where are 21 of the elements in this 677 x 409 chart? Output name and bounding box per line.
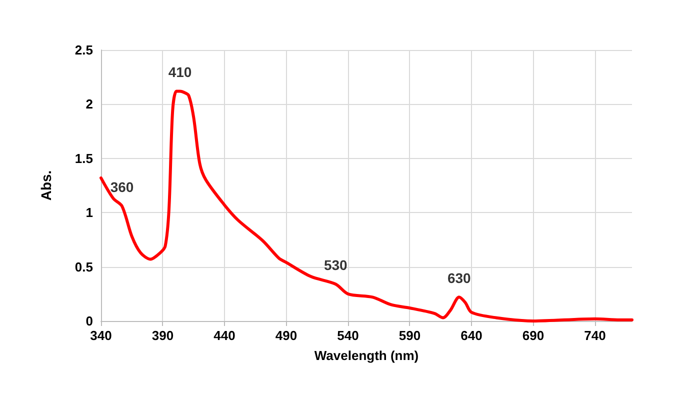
annotation: 530 <box>324 257 348 274</box>
y-tick-label: 2 <box>86 96 93 112</box>
annotation: 360 <box>110 179 134 196</box>
x-tick-label: 740 <box>584 328 606 343</box>
annotation: 630 <box>447 270 472 286</box>
x-tick-label: 390 <box>152 328 174 343</box>
y-tick-label: 2.5 <box>74 42 93 58</box>
x-tick-label: 340 <box>90 328 112 343</box>
y-tick-label: 0 <box>86 314 93 328</box>
x-axis-title: Wavelength (nm) <box>314 348 419 363</box>
x-tick-label: 690 <box>522 328 544 343</box>
annotation: 410 <box>168 64 192 80</box>
x-tick-label: 540 <box>337 328 359 343</box>
x-tick-label: 590 <box>398 328 421 343</box>
x-tick-label: 490 <box>275 328 298 343</box>
y-tick-label: 0.5 <box>74 259 93 274</box>
y-axis-title: Abs. <box>38 170 54 201</box>
x-tick-label: 440 <box>214 328 236 343</box>
y-tick-label: 1.5 <box>74 150 93 166</box>
x-tick-label: 640 <box>460 328 482 343</box>
y-tick-label: 1 <box>86 205 93 220</box>
